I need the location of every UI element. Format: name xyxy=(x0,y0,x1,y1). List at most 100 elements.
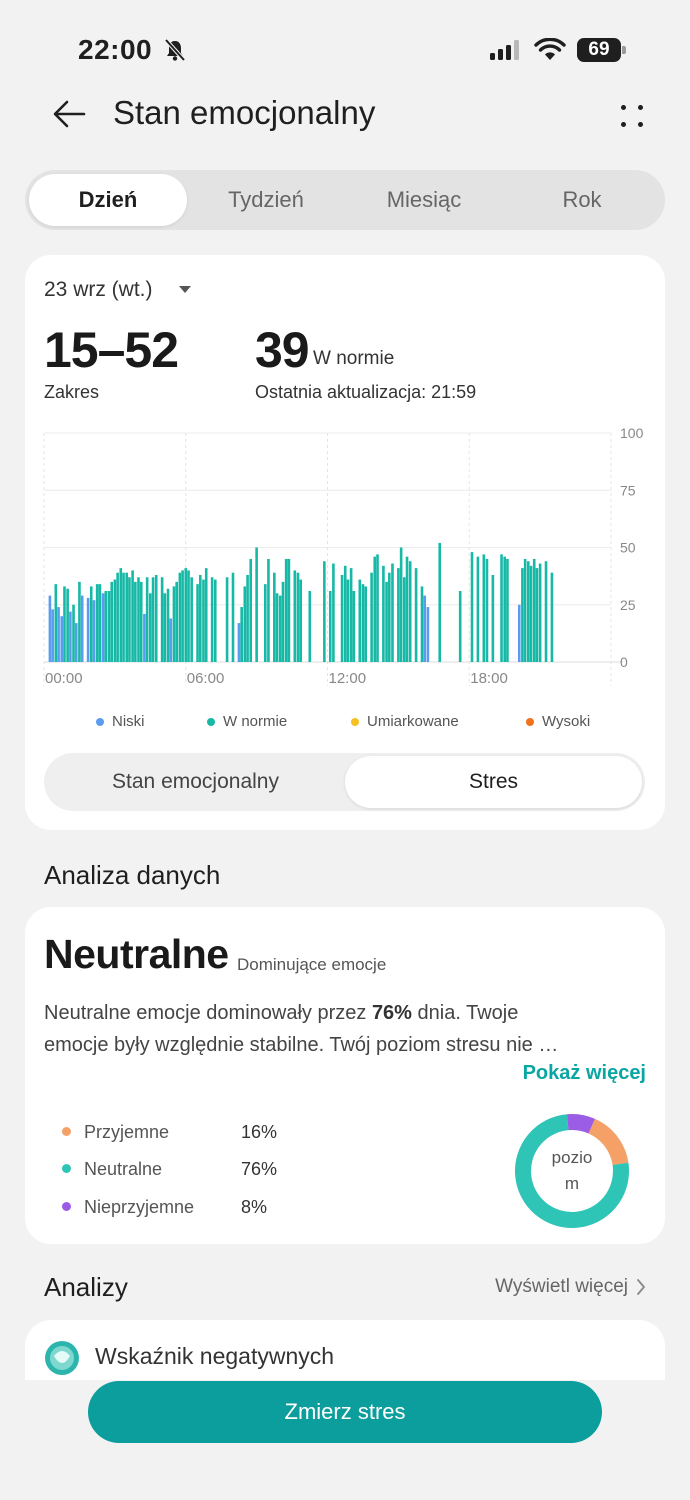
bar-low xyxy=(86,597,90,662)
bar-normal xyxy=(296,572,300,662)
bar-low xyxy=(69,611,72,662)
legend-normal-dot xyxy=(207,717,215,726)
current-status: W normie xyxy=(313,348,395,369)
bar-low xyxy=(51,609,54,662)
negative-index-label: Wskaźnik negatywnych xyxy=(95,1343,335,1369)
bar-normal xyxy=(323,561,326,662)
bar-normal xyxy=(482,554,486,662)
bar-low xyxy=(60,616,64,662)
dominant-emotion-label: Dominujące emocje xyxy=(237,955,387,974)
bar-normal xyxy=(255,547,258,662)
bar-normal xyxy=(89,586,93,662)
bar-low xyxy=(517,604,521,662)
bar-normal xyxy=(139,581,143,662)
bar-normal xyxy=(388,572,391,662)
chevron-right-icon xyxy=(637,1279,645,1295)
bar-normal xyxy=(506,558,509,662)
bar-normal xyxy=(187,570,190,662)
bar-normal xyxy=(544,561,548,662)
dropdown-caret-icon[interactable] xyxy=(179,286,191,293)
tab-day[interactable]: Dzień xyxy=(29,174,187,226)
bar-normal xyxy=(391,563,394,662)
last-update: Ostatnia aktualizacja: 21:59 xyxy=(255,382,477,402)
bar-normal xyxy=(287,558,291,662)
bar-normal xyxy=(166,588,170,662)
bar-normal xyxy=(63,586,66,662)
legend-normal: W normie xyxy=(207,713,287,730)
bar-low xyxy=(101,593,105,662)
stress-chart-card: 23 wrz (wt.) 15–52 Zakres 39 W normie Os… xyxy=(25,255,665,830)
neutral-dot xyxy=(62,1164,71,1173)
bar-normal xyxy=(131,570,134,662)
bar-normal xyxy=(72,604,75,662)
bar-normal xyxy=(503,556,506,662)
legend-low: Niski xyxy=(96,713,145,730)
bar-low xyxy=(80,595,84,662)
bar-normal xyxy=(382,565,385,662)
bar-low xyxy=(74,623,78,662)
donut-center-label: pozio m xyxy=(551,1148,593,1193)
bar-normal xyxy=(550,572,554,662)
breakdown-row-neutral: Neutralne 76% xyxy=(62,1156,362,1182)
bar-normal xyxy=(523,558,527,662)
bar-normal xyxy=(275,593,279,662)
bar-normal xyxy=(110,581,114,662)
bar-normal xyxy=(420,586,424,662)
dominant-emotion: Neutralne xyxy=(44,931,229,977)
switch-emotional-state[interactable]: Stan emocjonalny xyxy=(112,770,279,793)
status-bar: 22:00 69 xyxy=(0,0,690,100)
bar-normal xyxy=(535,568,539,662)
bar-normal xyxy=(343,565,347,662)
bar-normal xyxy=(210,577,214,662)
bar-normal xyxy=(358,579,362,662)
range-value: 15–52 xyxy=(44,322,179,378)
tab-week[interactable]: Tydzień xyxy=(228,187,304,212)
bar-normal xyxy=(376,554,379,662)
bar-normal xyxy=(246,574,249,662)
negative-index-card[interactable]: Wskaźnik negatywnych xyxy=(25,1320,665,1380)
bar-normal xyxy=(145,577,149,662)
bar-normal xyxy=(125,572,128,662)
bar-normal xyxy=(149,593,152,662)
tab-year[interactable]: Rok xyxy=(562,187,602,212)
bar-normal xyxy=(293,570,297,662)
bar-normal xyxy=(281,581,285,662)
bar-normal xyxy=(349,568,353,662)
bar-normal xyxy=(538,563,542,662)
legend-moderate-dot xyxy=(351,717,359,726)
bar-normal xyxy=(137,577,140,662)
bar-normal xyxy=(199,574,202,662)
bar-normal xyxy=(163,593,167,662)
legend-high-label: Wysoki xyxy=(542,713,591,730)
wifi-icon xyxy=(534,38,566,60)
bar-normal xyxy=(225,577,229,662)
analysis-card: Neutralne Dominujące emocje Neutralne em… xyxy=(25,907,665,1244)
back-arrow-icon[interactable] xyxy=(50,96,90,132)
show-more-link[interactable]: Pokaż więcej xyxy=(522,1062,646,1084)
bar-normal xyxy=(405,556,409,662)
bar-normal xyxy=(160,577,164,662)
bar-normal xyxy=(529,565,533,662)
donut-segment-unpleasant xyxy=(515,1114,629,1228)
legend-low-dot xyxy=(96,717,104,726)
view-more-link[interactable]: Wyświetl więcej xyxy=(495,1276,646,1298)
bar-normal xyxy=(532,558,536,662)
cellular-signal-icon xyxy=(490,40,519,60)
bar-normal xyxy=(172,586,176,662)
bar-normal xyxy=(332,563,335,662)
date-selector[interactable]: 23 wrz (wt.) xyxy=(44,278,153,301)
more-options-icon[interactable] xyxy=(614,98,650,134)
bar-normal xyxy=(119,568,123,662)
y-tick-label: 0 xyxy=(620,654,628,670)
tab-month[interactable]: Miesiąc xyxy=(386,187,462,212)
bar-normal xyxy=(485,558,489,662)
range-label: Zakres xyxy=(44,382,100,402)
bar-normal xyxy=(346,579,350,662)
measure-stress-button[interactable]: Zmierz stres xyxy=(88,1381,602,1443)
bar-normal xyxy=(385,581,388,662)
switch-stress[interactable]: Stres xyxy=(345,756,642,808)
bar-normal xyxy=(399,547,403,662)
breakdown-row-unpleasant: Nieprzyjemne 8% xyxy=(62,1194,362,1220)
bar-normal xyxy=(128,577,131,662)
bar-low xyxy=(48,595,52,662)
